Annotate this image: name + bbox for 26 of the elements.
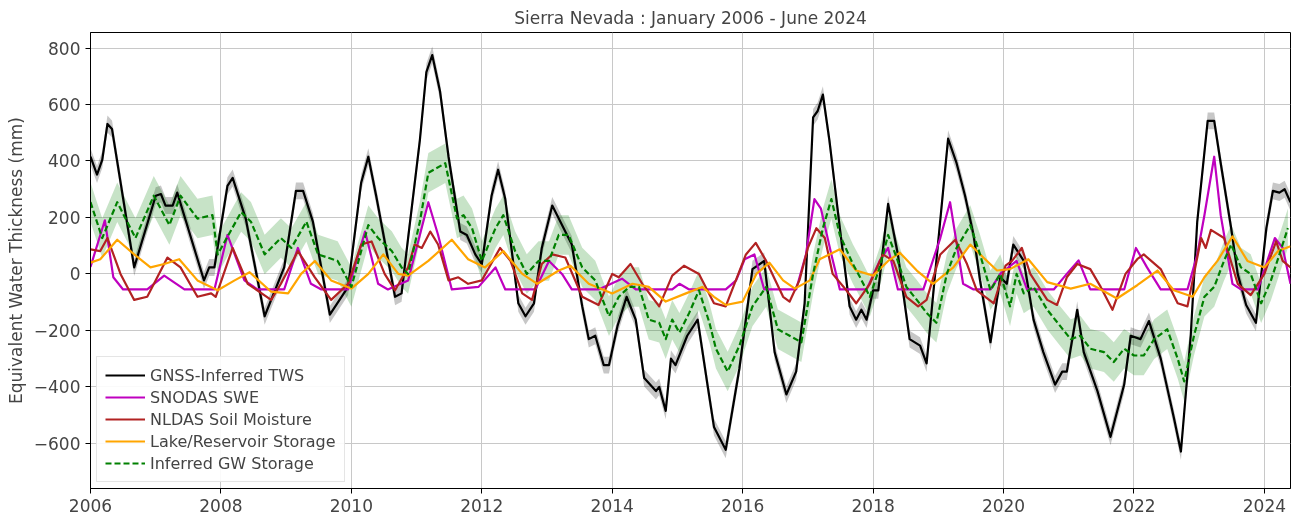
- y-tick-label: −600: [33, 433, 81, 454]
- x-tick-label: 2012: [460, 495, 504, 516]
- y-tick-label: 400: [48, 151, 81, 172]
- y-tick-label: −200: [33, 320, 81, 341]
- x-tick-label: 2022: [1112, 495, 1156, 516]
- x-tick-label: 2018: [851, 495, 895, 516]
- legend-label: NLDAS Soil Moisture: [150, 409, 312, 429]
- y-tick-label: 200: [48, 207, 81, 228]
- legend-label: Lake/Reservoir Storage: [150, 431, 336, 451]
- line-series: [90, 155, 1291, 291]
- y-axis-title: Equivalent Water Thickness (mm): [5, 117, 26, 404]
- y-tick-label: −400: [33, 377, 81, 398]
- legend-label: SNODAS SWE: [150, 387, 260, 407]
- x-tick-label: 2014: [590, 495, 634, 516]
- x-tick-label: 2010: [329, 495, 373, 516]
- chart-title: Sierra Nevada : January 2006 - June 2024: [514, 7, 867, 28]
- x-tick-label: 2008: [199, 495, 243, 516]
- x-tick-label: 2016: [721, 495, 765, 516]
- y-tick-label: 800: [48, 38, 81, 59]
- x-tick-label: 2024: [1242, 495, 1287, 516]
- y-tick-label: 0: [69, 264, 81, 285]
- x-tick-label: 2020: [981, 495, 1026, 516]
- y-tick-label: 600: [48, 95, 81, 115]
- x-tick-label: 2006: [68, 495, 113, 516]
- legend-label: GNSS-Inferred TWS: [150, 365, 305, 385]
- legend-label: Inferred GW Storage: [150, 453, 314, 473]
